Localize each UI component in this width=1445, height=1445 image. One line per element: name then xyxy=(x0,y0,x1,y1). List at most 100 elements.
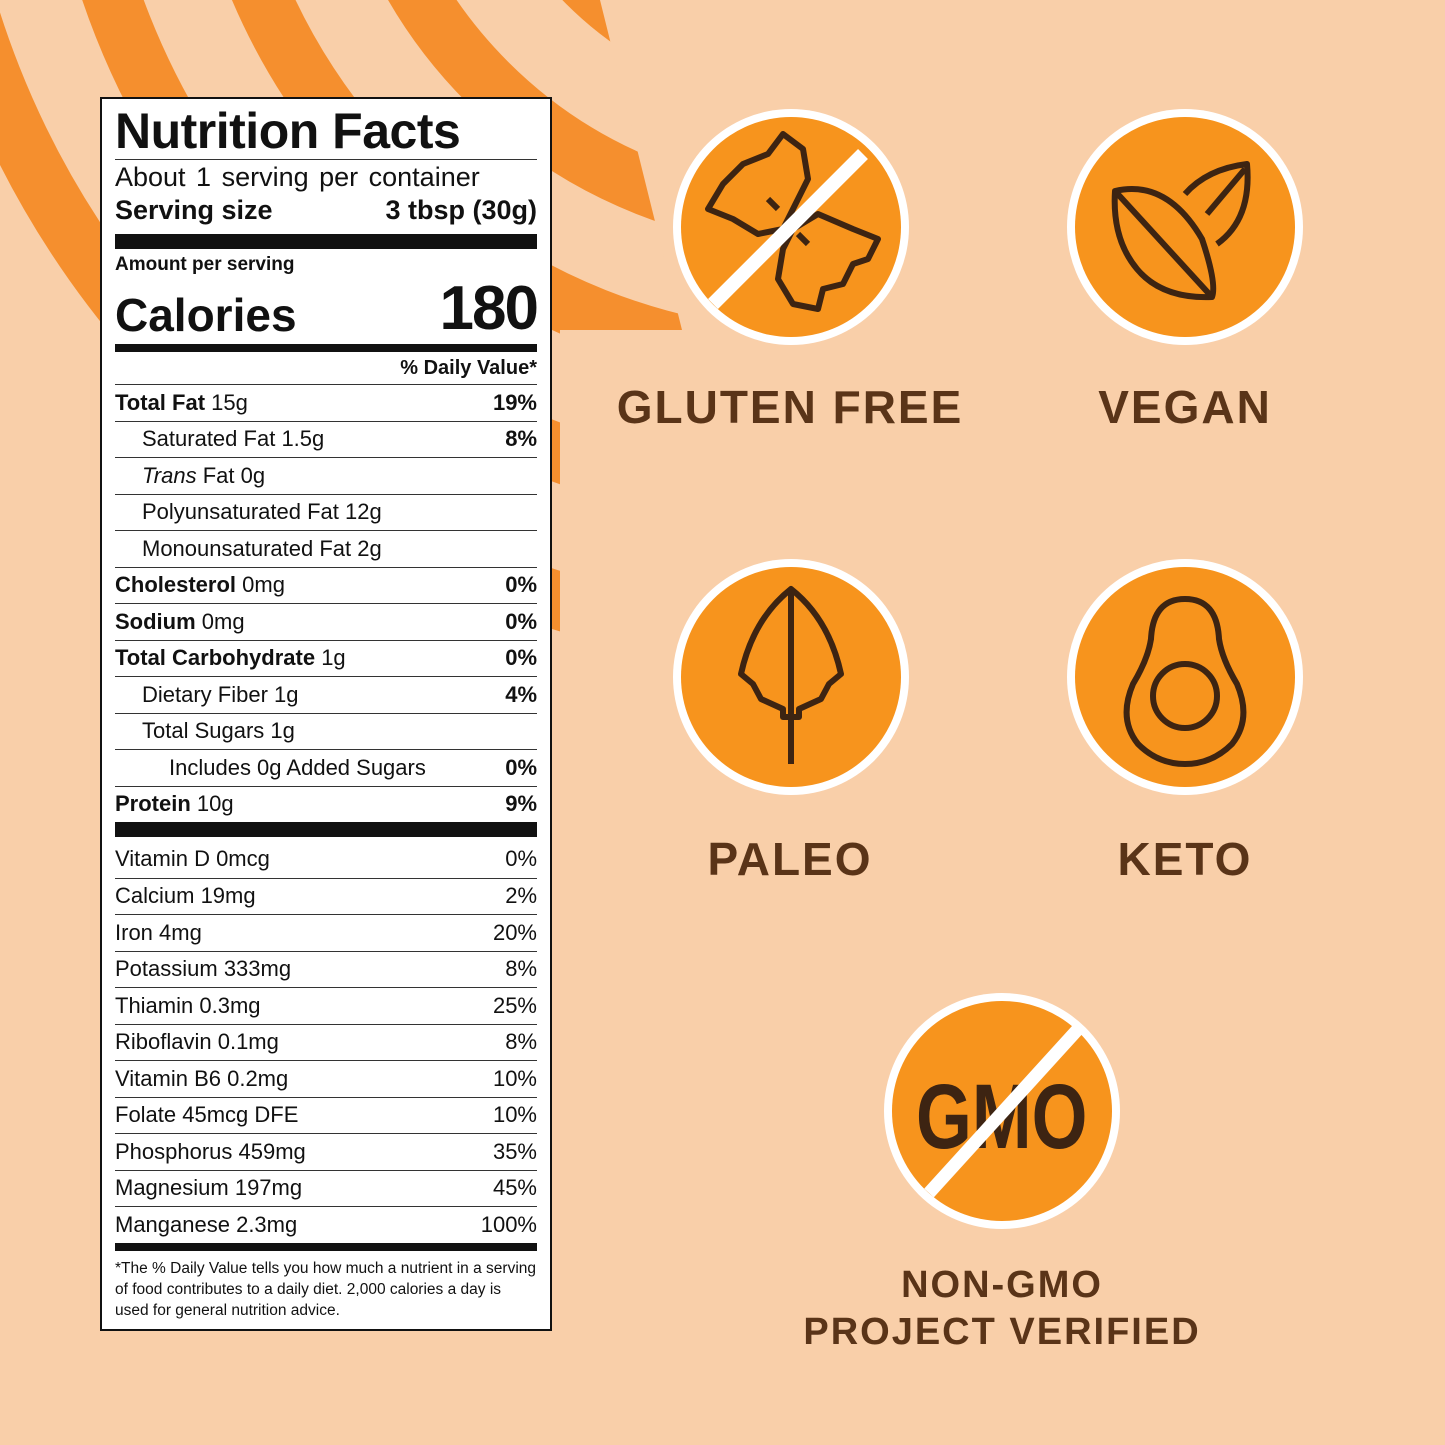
nutrient-row: Saturated Fat 1.5g 8% xyxy=(115,420,537,458)
serving-size-value: 3 tbsp (30g) xyxy=(385,195,537,225)
calories-value: 180 xyxy=(439,274,539,343)
vitamin-name: Vitamin B6 0.2mg xyxy=(115,1065,289,1091)
nutrient-name: Monounsaturated Fat 2g xyxy=(115,536,382,562)
nutrient-label: Saturated Fat xyxy=(142,426,276,452)
nutrient-dv: 0% xyxy=(505,572,537,598)
vitamin-dv: 0% xyxy=(505,846,537,872)
nutrient-amount: 1g xyxy=(270,718,295,744)
nutrient-label: Monounsaturated Fat xyxy=(142,535,352,561)
nutrient-amount: 12g xyxy=(345,499,382,525)
nutrient-row: Total Fat 15g 19% xyxy=(115,384,537,421)
keto-badge xyxy=(1067,559,1303,795)
nutrient-row: Polyunsaturated Fat 12g xyxy=(115,493,537,531)
nutrient-name: Total Fat 15g xyxy=(115,390,248,416)
divider xyxy=(115,344,537,352)
vitamin-row: Folate 45mcg DFE 10% xyxy=(115,1096,537,1134)
paleo-label: PALEO xyxy=(707,833,873,885)
vitamin-dv: 20% xyxy=(492,919,537,945)
nutrient-amount: 15g xyxy=(211,389,248,415)
serving-size: Serving size 3 tbsp (30g) xyxy=(115,194,537,226)
arrowhead-icon xyxy=(681,567,901,787)
nutrient-label: Sodium xyxy=(115,608,196,634)
nutrient-label: Protein xyxy=(115,791,191,817)
non-gmo-line1: NON-GMO xyxy=(901,1264,1103,1306)
divider xyxy=(115,822,537,837)
nutrient-dv: 4% xyxy=(505,681,537,707)
vitamin-row: Phosphorus 459mg 35% xyxy=(115,1133,537,1170)
vitamin-dv: 45% xyxy=(492,1175,537,1201)
vitamin-name: Magnesium 197mg xyxy=(115,1175,303,1201)
gluten-free-label: GLUTEN FREE xyxy=(616,381,964,433)
vitamin-row: Thiamin 0.3mg 25% xyxy=(115,987,537,1024)
daily-value-header: % Daily Value* xyxy=(400,357,537,379)
servings-per-container: About 1 serving per container xyxy=(115,162,480,192)
nutrient-amount: 0mg xyxy=(201,608,245,634)
nutrient-row: Includes 0g Added Sugars 0% xyxy=(115,749,537,786)
non-gmo-badge: GMO xyxy=(884,993,1120,1229)
vitamin-name: Riboflavin 0.1mg xyxy=(115,1029,279,1055)
nutrient-name: Cholesterol 0mg xyxy=(115,572,285,598)
vitamin-dv: 10% xyxy=(492,1065,537,1091)
vitamin-row: Riboflavin 0.1mg 8% xyxy=(115,1023,537,1061)
vitamin-dv: 8% xyxy=(505,1029,537,1055)
nutrition-facts-label: Nutrition Facts About 1 serving per cont… xyxy=(100,97,552,1331)
nutrient-dv: 0% xyxy=(505,754,537,780)
nutrient-dv: 9% xyxy=(505,791,537,817)
nutrient-label: Cholesterol xyxy=(115,572,237,598)
nutrient-dv: 0% xyxy=(505,608,537,634)
nutrient-label: Total Carbohydrate xyxy=(115,645,316,671)
nutrient-row: Total Carbohydrate 1g 0% xyxy=(115,639,537,677)
nutrient-row: Monounsaturated Fat 2g xyxy=(115,530,537,567)
vitamin-row: Iron 4mg 20% xyxy=(115,914,537,951)
vitamin-dv: 25% xyxy=(492,992,537,1018)
nutrient-name: Protein 10g xyxy=(115,791,234,817)
vitamin-name: Vitamin D 0mcg xyxy=(115,846,270,872)
vitamin-name: Manganese 2.3mg xyxy=(115,1211,298,1237)
nutrient-dv: 19% xyxy=(492,389,537,415)
nutrient-amount: 1.5g xyxy=(281,426,325,452)
keto-label: KETO xyxy=(1117,833,1253,885)
avocado-icon xyxy=(1075,567,1295,787)
non-gmo-label: NON-GMO PROJECT VERIFIED xyxy=(802,1262,1202,1356)
vitamin-row: Vitamin D 0mcg 0% xyxy=(115,841,537,878)
vitamin-name: Folate 45mcg DFE xyxy=(115,1102,299,1128)
amount-per-serving: Amount per serving xyxy=(115,254,295,275)
nutrient-row: Cholesterol 0mg 0% xyxy=(115,566,537,604)
nutrient-name: Dietary Fiber 1g xyxy=(115,682,299,708)
nutrient-name: Total Carbohydrate 1g xyxy=(115,645,346,671)
nutrient-name: Sodium 0mg xyxy=(115,609,245,635)
crossed-wheat-icon xyxy=(681,117,901,337)
vitamin-name: Thiamin 0.3mg xyxy=(115,992,261,1018)
divider xyxy=(115,1242,537,1251)
nutrient-amount: 1g xyxy=(321,645,346,671)
nutrient-label: Total Fat xyxy=(115,389,206,415)
vitamin-list: Vitamin D 0mcg 0% Calcium 19mg 2% Iron 4mg 20… xyxy=(115,841,537,1243)
nutrient-name: Polyunsaturated Fat 12g xyxy=(115,499,382,525)
divider xyxy=(115,234,537,249)
divider xyxy=(115,159,537,160)
nutrient-name: Trans Fat 0g xyxy=(115,463,265,489)
vitamin-row: Calcium 19mg 2% xyxy=(115,877,537,915)
nutrient-amount: 0mg xyxy=(242,572,285,598)
nutrient-row: Total Sugars 1g xyxy=(115,712,537,750)
vitamin-dv: 35% xyxy=(492,1138,537,1164)
non-gmo-line2: PROJECT VERIFIED xyxy=(803,1311,1201,1353)
nutrient-row: Sodium 0mg 0% xyxy=(115,603,537,640)
nutrient-row: Protein 10g 9% xyxy=(115,785,537,823)
nutrient-row: Dietary Fiber 1g 4% xyxy=(115,676,537,713)
nutrient-label: Total Sugars xyxy=(142,718,265,744)
vitamin-row: Vitamin B6 0.2mg 10% xyxy=(115,1060,537,1097)
vitamin-name: Potassium 333mg xyxy=(115,956,292,982)
nutrient-amount: Fat 0g xyxy=(202,462,266,488)
vitamin-row: Manganese 2.3mg 100% xyxy=(115,1206,537,1243)
nutrient-name: Includes 0g Added Sugars xyxy=(115,755,426,781)
nutrient-row: Trans Fat 0g xyxy=(115,457,537,494)
vegan-badge xyxy=(1067,109,1303,345)
nutrient-name: Total Sugars 1g xyxy=(115,718,295,744)
nutrient-amount: 10g xyxy=(196,791,234,817)
serving-size-label: Serving size xyxy=(115,195,273,225)
vitamin-dv: 100% xyxy=(480,1211,537,1237)
vitamin-row: Potassium 333mg 8% xyxy=(115,950,537,988)
label-title: Nutrition Facts xyxy=(115,103,461,159)
